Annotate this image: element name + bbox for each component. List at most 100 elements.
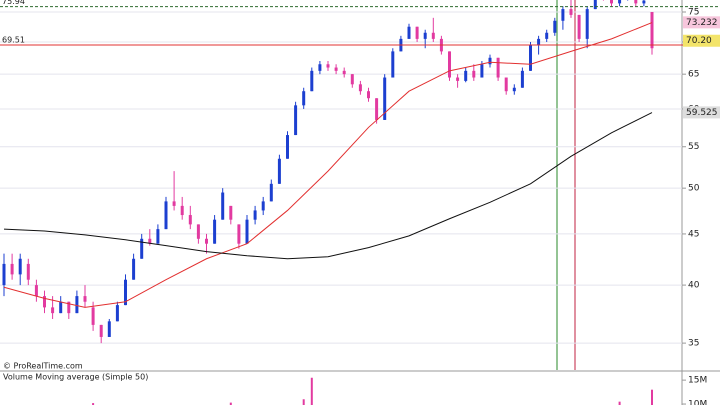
candle-body [67,301,71,314]
candle-body [107,321,111,337]
candle-body [10,263,14,275]
candle-body [642,0,646,4]
volume-tick-label: 10M [688,400,707,405]
price-label-box [683,16,720,29]
candle-body [569,9,573,15]
candle-body [75,296,79,314]
candle-body [34,285,38,297]
volume-bar [310,377,313,405]
volume-bar [618,401,621,405]
y-tick-label: 40 [688,281,700,291]
candle-body [59,301,63,314]
candle-body [115,305,119,322]
candle-body [229,205,233,220]
candle-body [585,9,589,39]
candle-body [488,57,492,65]
candle-body [326,64,330,68]
candle-body [148,238,152,244]
y-tick-label: 35 [688,339,699,349]
candle-body [99,324,103,337]
candle-body [83,296,87,302]
price-panel [0,0,682,344]
moving-average [3,22,653,308]
y-tick-label: 75 [688,7,699,17]
candle-body [610,0,613,4]
candle-body [188,215,192,225]
candle-body [51,307,55,314]
candle-body [407,26,411,39]
candle-body [205,238,208,244]
candle-body [391,51,395,78]
y-tick-label: 65 [688,70,699,80]
price-label: 59.525 [686,108,718,118]
volume-bar [229,402,232,405]
candle-body [577,14,581,39]
candle-body [91,307,95,325]
price-label-box [683,34,720,47]
volume-bar [92,403,95,405]
candle-body [480,64,484,78]
candle-body [472,70,476,78]
candle-body [302,91,306,106]
candle-body [294,105,298,136]
candle-body [464,70,468,81]
candle-body [593,0,597,10]
candle-body [213,219,217,244]
candle-body [124,279,127,306]
candle-body [423,32,427,39]
price-label-box [683,106,720,119]
candle-body [26,263,30,280]
y-tick-label: 50 [688,184,700,194]
level-label: 75.94 [2,0,25,6]
candle-body [221,192,225,220]
candle-body [634,0,638,4]
candle-body [383,77,387,120]
candle-body [237,224,241,244]
candle-body [253,210,257,220]
candle-body [342,70,346,75]
candle-body [18,258,22,275]
candle-body [180,205,184,216]
candle-body [2,263,6,286]
price-label: 70.20 [686,36,712,46]
candle-body [350,74,354,85]
volume-bar [651,389,653,405]
candle-body [156,229,160,244]
volume-tick-label: 15M [688,376,707,386]
y-tick-label: 55 [688,142,699,152]
candle-body [545,32,549,39]
candle-body [196,224,200,239]
candle-body [415,26,419,39]
volume-title: Volume Moving average (Simple 50) [3,373,148,382]
candle-body [172,201,176,206]
candle-body [261,201,265,211]
candle-body [448,51,451,78]
candle-body [286,135,289,159]
candle-body [504,77,508,92]
candle-body [334,67,338,71]
candle-body [431,32,435,39]
candle-body [277,158,281,184]
volume-bar [302,399,305,405]
candle-body [456,77,460,81]
candle-body [496,57,500,78]
candle-body [318,64,322,71]
candle-body [367,91,370,99]
candle-body [529,45,532,71]
candle-body [140,238,144,259]
level-label: 69.51 [2,36,25,45]
candle-body [358,84,362,92]
y-tick-label: 45 [688,229,699,239]
candle-body [553,20,557,33]
volume-panel [92,377,653,405]
candle-body [618,0,622,4]
candle-body [375,98,379,120]
candle-body [537,38,541,46]
candle-body [561,9,565,21]
candle-body [269,183,273,202]
candle-body [43,296,46,308]
candle-body [245,219,249,244]
copyright: © ProRealTime.com [3,362,83,371]
